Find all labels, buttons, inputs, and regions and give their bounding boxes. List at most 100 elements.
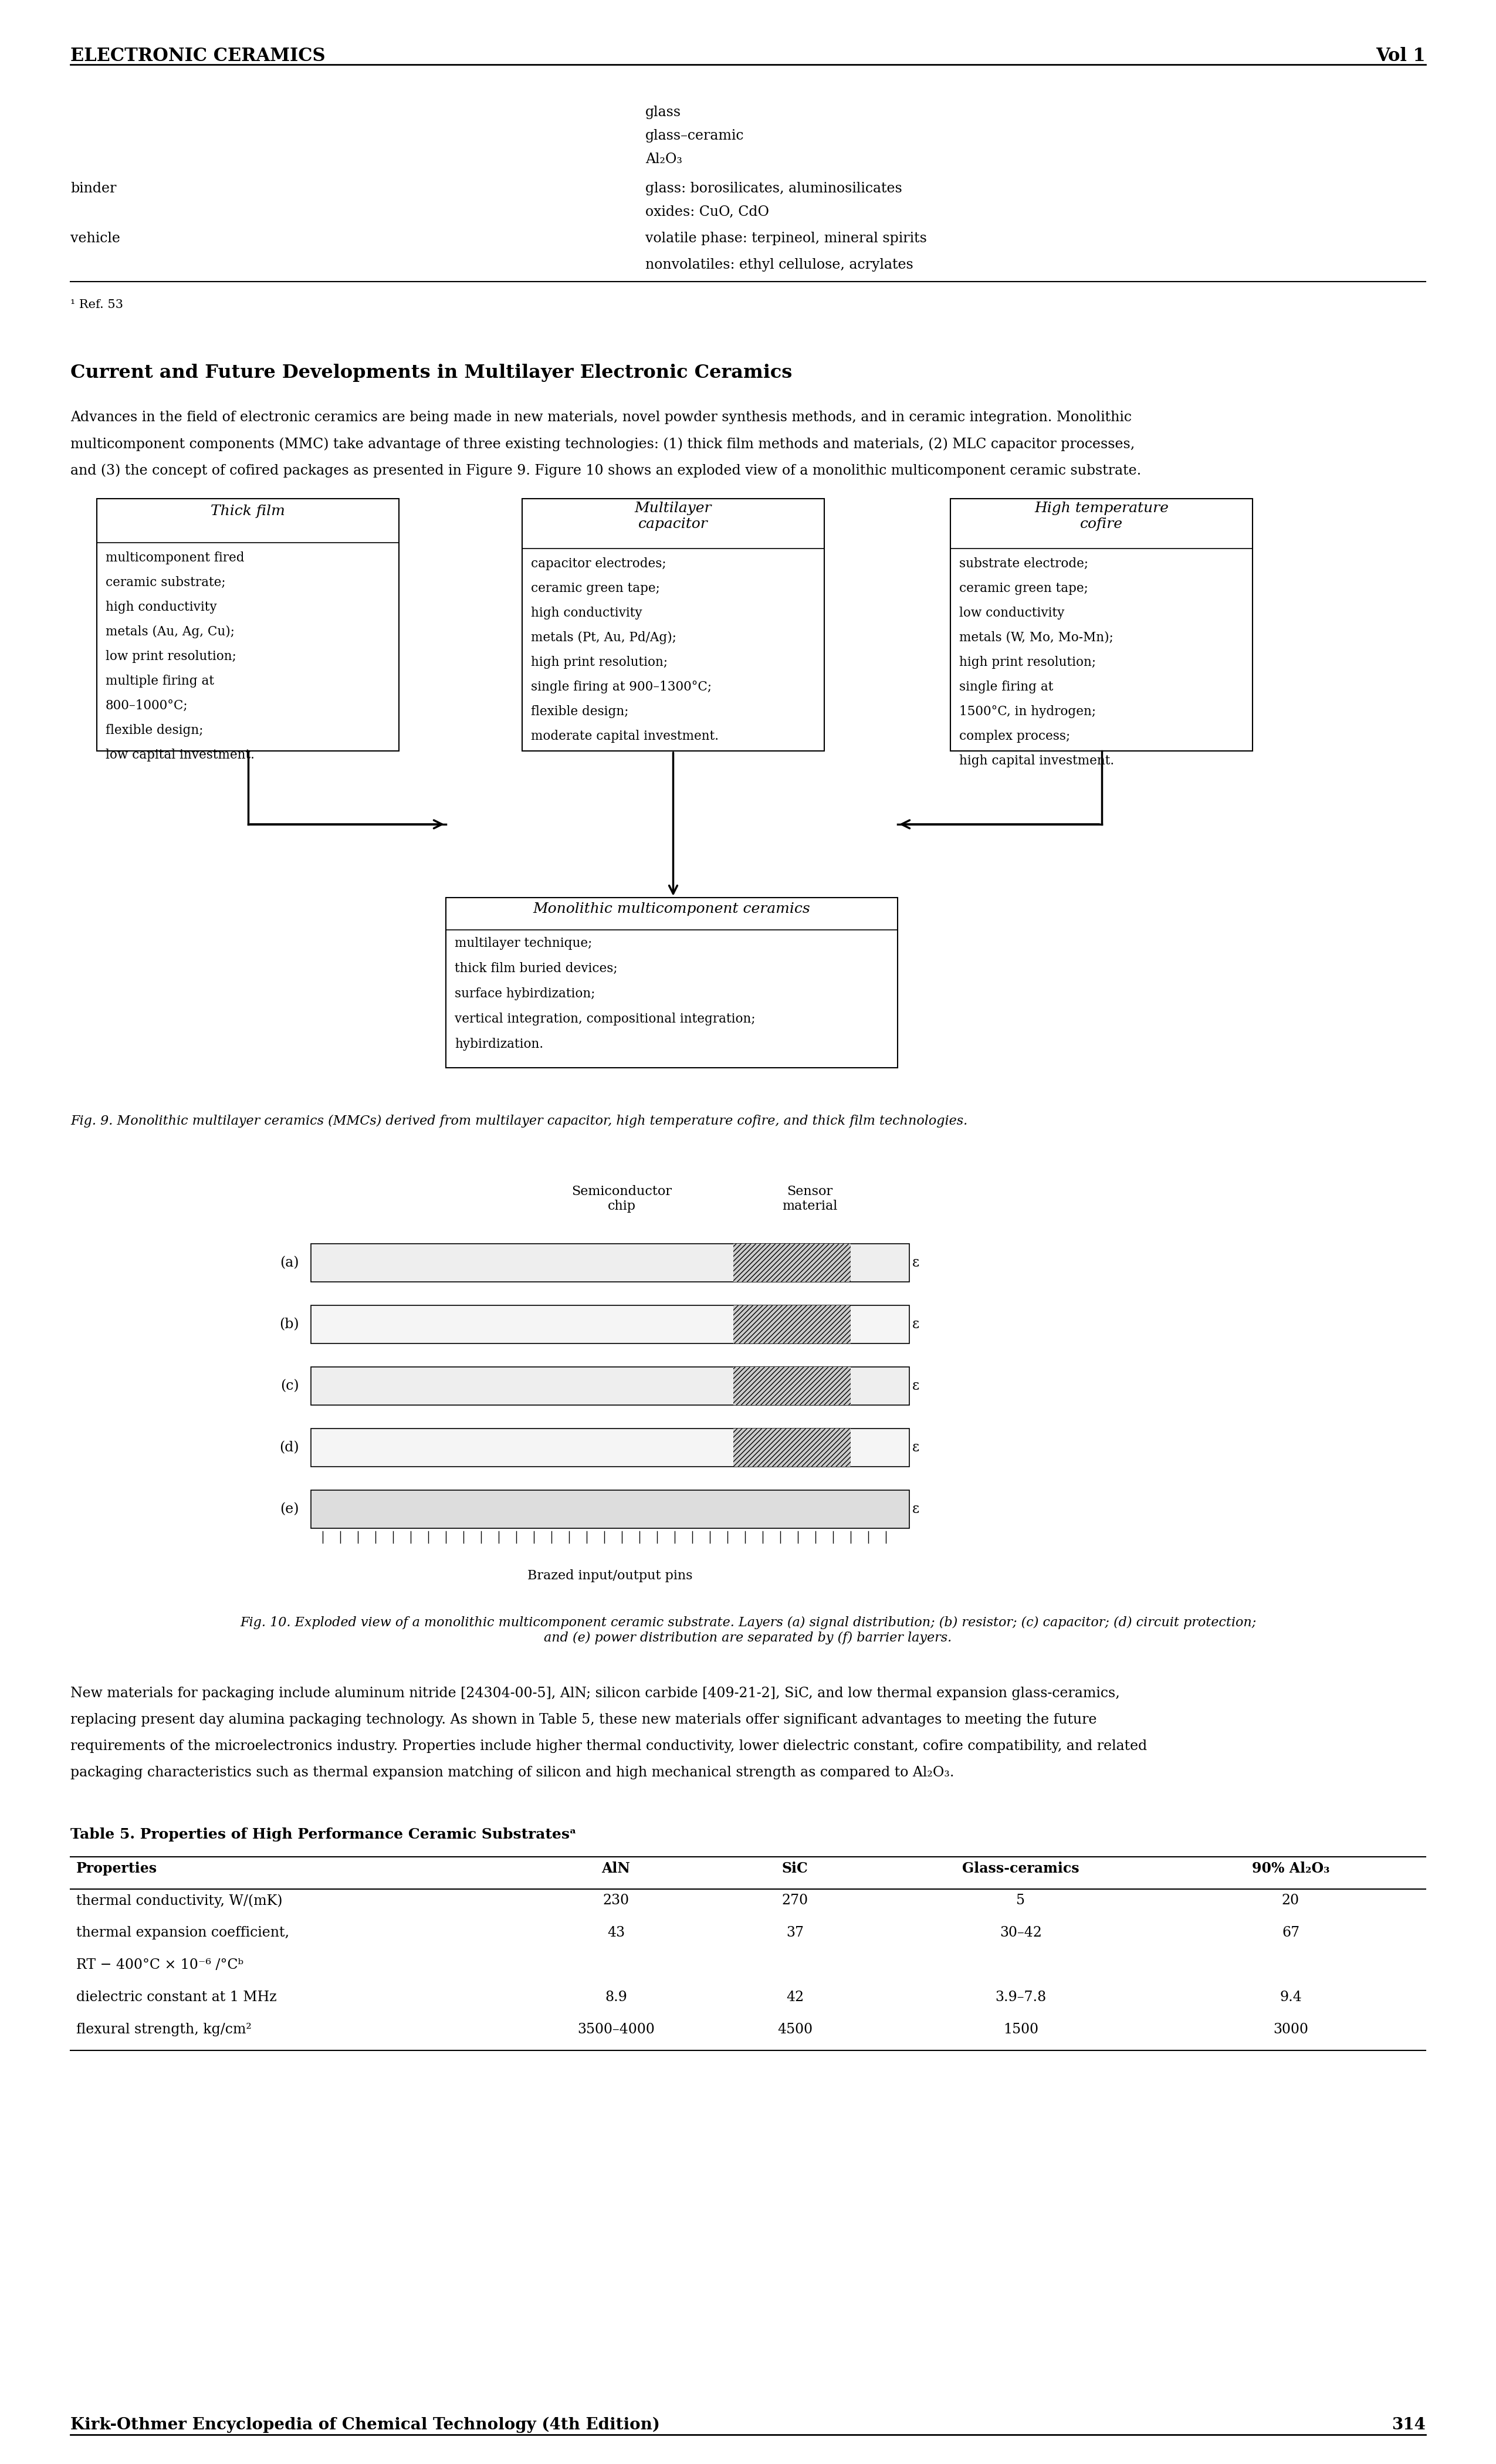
Text: single firing at: single firing at — [959, 680, 1053, 692]
Text: ε: ε — [913, 1380, 920, 1392]
Text: 43: 43 — [607, 1927, 625, 1939]
Text: thermal expansion coefficient,: thermal expansion coefficient, — [76, 1927, 289, 1939]
Text: 37: 37 — [785, 1927, 803, 1939]
Text: glass: borosilicates, aluminosilicates: glass: borosilicates, aluminosilicates — [645, 182, 902, 195]
Text: multiple firing at: multiple firing at — [106, 675, 214, 687]
Bar — [311, 1429, 910, 1466]
Text: Current and Future Developments in Multilayer Electronic Ceramics: Current and Future Developments in Multi… — [70, 365, 793, 382]
Text: multicomponent fired: multicomponent fired — [106, 552, 244, 564]
Text: High temperature
cofire: High temperature cofire — [1034, 503, 1168, 530]
Text: ELECTRONIC CERAMICS: ELECTRONIC CERAMICS — [70, 47, 326, 64]
Text: flexural strength, kg/cm²: flexural strength, kg/cm² — [76, 2023, 251, 2035]
Text: 1500: 1500 — [1004, 2023, 1038, 2035]
Text: high conductivity: high conductivity — [106, 601, 217, 614]
Text: Brazed input/output pins: Brazed input/output pins — [528, 1570, 693, 1582]
Text: ¹ Ref. 53: ¹ Ref. 53 — [70, 298, 123, 310]
Text: 3000: 3000 — [1273, 2023, 1309, 2035]
Text: Fig. 10. Exploded view of a monolithic multicomponent ceramic substrate. Layers : Fig. 10. Exploded view of a monolithic m… — [239, 1616, 1257, 1643]
Text: Monolithic multicomponent ceramics: Monolithic multicomponent ceramics — [533, 902, 811, 917]
Text: single firing at 900–1300°C;: single firing at 900–1300°C; — [531, 680, 712, 692]
Text: Semiconductor
chip: Semiconductor chip — [571, 1185, 672, 1212]
Text: AlN: AlN — [601, 1860, 630, 1875]
Text: (b): (b) — [280, 1318, 299, 1331]
Text: high conductivity: high conductivity — [531, 606, 642, 618]
Text: ε: ε — [913, 1257, 920, 1269]
Text: volatile phase: terpineol, mineral spirits: volatile phase: terpineol, mineral spiri… — [645, 232, 928, 246]
Text: 8.9: 8.9 — [604, 1991, 627, 2003]
Text: moderate capital investment.: moderate capital investment. — [531, 729, 718, 742]
Text: high capital investment.: high capital investment. — [959, 754, 1115, 766]
FancyBboxPatch shape — [950, 498, 1252, 752]
Text: 230: 230 — [603, 1895, 630, 1907]
Text: flexible design;: flexible design; — [531, 705, 628, 717]
Text: ceramic green tape;: ceramic green tape; — [959, 582, 1088, 594]
Text: replacing present day alumina packaging technology. As shown in Table 5, these n: replacing present day alumina packaging … — [70, 1712, 1097, 1727]
Text: ε: ε — [913, 1441, 920, 1454]
Text: thermal conductivity, W/(mK): thermal conductivity, W/(mK) — [76, 1895, 283, 1907]
Text: 5: 5 — [1016, 1895, 1025, 1907]
Text: Properties: Properties — [76, 1860, 157, 1875]
Bar — [311, 1306, 910, 1343]
Text: 67: 67 — [1282, 1927, 1300, 1939]
Text: substrate electrode;: substrate electrode; — [959, 557, 1088, 569]
Text: metals (W, Mo, Mo-Mn);: metals (W, Mo, Mo-Mn); — [959, 631, 1113, 643]
Bar — [733, 1368, 851, 1404]
Text: Fig. 9. Monolithic multilayer ceramics (MMCs) derived from multilayer capacitor,: Fig. 9. Monolithic multilayer ceramics (… — [70, 1114, 968, 1129]
Bar — [311, 1491, 910, 1528]
Text: hybirdization.: hybirdization. — [455, 1037, 543, 1050]
Text: 4500: 4500 — [778, 2023, 812, 2035]
Text: (a): (a) — [280, 1257, 299, 1269]
Text: Advances in the field of electronic ceramics are being made in new materials, no: Advances in the field of electronic cera… — [70, 411, 1131, 424]
Text: oxides: CuO, CdO: oxides: CuO, CdO — [645, 205, 769, 219]
Text: Thick film: Thick film — [211, 505, 286, 517]
FancyBboxPatch shape — [97, 498, 399, 752]
Text: Table 5. Properties of High Performance Ceramic Substratesᵃ: Table 5. Properties of High Performance … — [70, 1828, 576, 1841]
Text: nonvolatiles: ethyl cellulose, acrylates: nonvolatiles: ethyl cellulose, acrylates — [645, 259, 913, 271]
Text: high print resolution;: high print resolution; — [531, 655, 667, 668]
Text: metals (Pt, Au, Pd/Ag);: metals (Pt, Au, Pd/Ag); — [531, 631, 676, 643]
Text: requirements of the microelectronics industry. Properties include higher thermal: requirements of the microelectronics ind… — [70, 1740, 1147, 1752]
Text: 20: 20 — [1282, 1895, 1300, 1907]
Text: 3.9–7.8: 3.9–7.8 — [995, 1991, 1046, 2003]
Text: Kirk-Othmer Encyclopedia of Chemical Technology (4th Edition): Kirk-Othmer Encyclopedia of Chemical Tec… — [70, 2417, 660, 2432]
Text: multilayer technique;: multilayer technique; — [455, 936, 592, 949]
Text: and (3) the concept of cofired packages as presented in Figure 9. Figure 10 show: and (3) the concept of cofired packages … — [70, 463, 1141, 478]
Text: (e): (e) — [280, 1503, 299, 1515]
FancyBboxPatch shape — [446, 897, 898, 1067]
Text: 270: 270 — [782, 1895, 808, 1907]
Text: ceramic green tape;: ceramic green tape; — [531, 582, 660, 594]
Text: packaging characteristics such as thermal expansion matching of silicon and high: packaging characteristics such as therma… — [70, 1767, 954, 1779]
Text: thick film buried devices;: thick film buried devices; — [455, 961, 618, 976]
Text: glass: glass — [645, 106, 681, 118]
Text: 800–1000°C;: 800–1000°C; — [106, 700, 188, 712]
Bar — [733, 1306, 851, 1343]
Bar — [311, 1244, 910, 1281]
Text: New materials for packaging include aluminum nitride [24304-00-5], AlN; silicon : New materials for packaging include alum… — [70, 1688, 1121, 1700]
Text: dielectric constant at 1 MHz: dielectric constant at 1 MHz — [76, 1991, 277, 2003]
Text: 1500°C, in hydrogen;: 1500°C, in hydrogen; — [959, 705, 1097, 717]
Text: vehicle: vehicle — [70, 232, 120, 246]
Bar — [733, 1429, 851, 1466]
Text: 314: 314 — [1391, 2417, 1426, 2432]
Text: low print resolution;: low print resolution; — [106, 650, 236, 663]
Text: ceramic substrate;: ceramic substrate; — [106, 577, 226, 589]
Text: SiC: SiC — [782, 1860, 808, 1875]
Text: multicomponent components (MMC) take advantage of three existing technologies: (: multicomponent components (MMC) take adv… — [70, 436, 1135, 451]
Text: 30–42: 30–42 — [999, 1927, 1041, 1939]
Text: 90% Al₂O₃: 90% Al₂O₃ — [1252, 1860, 1330, 1875]
Text: ε: ε — [913, 1318, 920, 1331]
Text: surface hybirdization;: surface hybirdization; — [455, 988, 595, 1000]
Text: Al₂O₃: Al₂O₃ — [645, 153, 682, 165]
Text: ε: ε — [913, 1503, 920, 1515]
Text: RT − 400°C × 10⁻⁶ /°Cᵇ: RT − 400°C × 10⁻⁶ /°Cᵇ — [76, 1959, 244, 1971]
Text: flexible design;: flexible design; — [106, 724, 203, 737]
Text: high print resolution;: high print resolution; — [959, 655, 1097, 668]
Text: capacitor electrodes;: capacitor electrodes; — [531, 557, 666, 569]
Text: 42: 42 — [785, 1991, 803, 2003]
Text: (c): (c) — [281, 1380, 299, 1392]
Text: binder: binder — [70, 182, 117, 195]
Text: glass–ceramic: glass–ceramic — [645, 128, 744, 143]
Bar — [733, 1244, 851, 1281]
Text: metals (Au, Ag, Cu);: metals (Au, Ag, Cu); — [106, 626, 235, 638]
Text: Glass-ceramics: Glass-ceramics — [962, 1860, 1079, 1875]
